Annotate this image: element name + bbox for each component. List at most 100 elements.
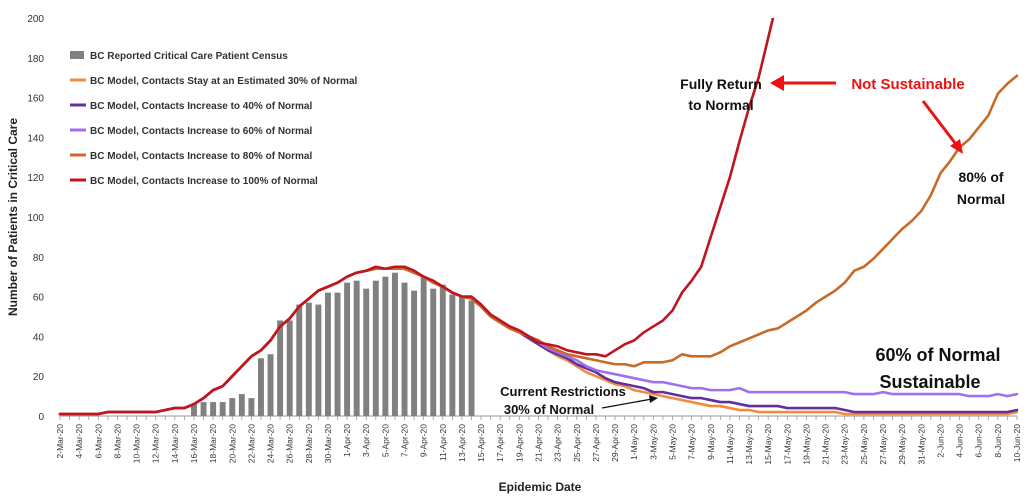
x-tick-label: 10-Mar-20 [132,424,142,463]
x-tick-label: 11-May-20 [725,424,735,464]
x-tick-label: 27-Apr-20 [591,424,601,462]
y-tick-label: 200 [27,14,44,25]
annotation-eighty-line1: 80% of [958,169,1003,185]
x-tick-label: 9-May-20 [706,424,716,460]
annotation-fully-return-line1: Fully Return [680,76,762,92]
y-tick-label: 120 [27,173,44,184]
x-tick-label: 23-May-20 [840,424,850,465]
x-tick-label: 25-Apr-20 [572,424,582,462]
x-tick-label: 15-May-20 [763,424,773,465]
annotation-fully-return-line2: to Normal [688,97,753,113]
annotation-eighty-line2: Normal [957,191,1005,207]
x-tick-label: 6-Jun-20 [974,424,984,458]
series-line-5 [58,18,775,416]
y-axis-title: Number of Patients in Critical Care [6,118,20,316]
x-tick-label: 3-Apr-20 [361,424,371,457]
census-bar [334,292,341,416]
x-tick-label: 9-Apr-20 [419,424,429,457]
census-bars [191,272,475,416]
legend-swatch-census [70,51,84,59]
x-tick-label: 6-Mar-20 [93,424,103,459]
x-tick-label: 2-Jun-20 [935,424,945,458]
x-tick-label: 29-May-20 [897,424,907,465]
x-tick-label: 23-Apr-20 [553,424,563,462]
census-bar [248,398,255,416]
x-tick-label: 19-May-20 [801,424,811,465]
annotation-sixty-line2: Sustainable [879,372,980,392]
x-tick-label: 31-May-20 [916,424,926,465]
y-tick-label: 20 [33,372,45,383]
x-tick-label: 3-May-20 [648,424,658,460]
x-tick-label: 10-Jun-20 [1012,424,1022,463]
x-tick-label: 2-Mar-20 [55,424,65,459]
legend-label-series-3: BC Model, Contacts Increase to 60% of No… [90,126,312,137]
y-tick-label: 140 [27,133,44,144]
census-bar [449,294,456,416]
x-tick-label: 21-Apr-20 [534,424,544,462]
x-tick-label: 25-May-20 [859,424,869,465]
census-bar [277,320,284,416]
census-bar [296,304,303,416]
census-bar [219,402,226,416]
x-tick-label: 1-Apr-20 [342,424,352,457]
y-tick-label: 80 [33,253,45,264]
x-tick-label: 5-May-20 [667,424,677,460]
x-tick-label: 11-Apr-20 [438,424,448,461]
x-tick-label: 13-May-20 [744,424,754,465]
legend-label-series-2: BC Model, Contacts Increase to 40% of No… [90,101,312,112]
x-tick-label: 14-Mar-20 [170,424,180,463]
x-tick-label: 26-Mar-20 [285,424,295,463]
x-tick-label: 8-Mar-20 [112,424,122,459]
y-tick-label: 0 [38,412,44,423]
x-tick-label: 7-May-20 [687,424,697,460]
census-bar [382,276,389,416]
y-tick-label: 160 [27,94,44,105]
census-bar [238,394,245,416]
model-lines [58,18,1019,416]
annotation-sixty-line1: 60% of Normal [875,345,1000,365]
x-tick-label: 18-Mar-20 [208,424,218,463]
census-bar [420,276,427,416]
x-tick-label: 16-Mar-20 [189,424,199,463]
legend-label-series-4: BC Model, Contacts Increase to 80% of No… [90,151,312,162]
x-tick-label: 1-May-20 [629,424,639,460]
x-tick-label: 27-May-20 [878,424,888,465]
census-bar [363,288,370,416]
census-bar [200,402,207,416]
x-tick-label: 17-May-20 [782,424,792,465]
x-axis-title: Epidemic Date [499,480,582,494]
annotation-current-line1: Current Restrictions [500,384,626,399]
census-bar [210,402,217,416]
x-axis: 2-Mar-20 4-Mar-20 6-Mar-20 8-Mar-20 10-Mar-2… [55,415,1022,465]
census-bar [353,280,360,416]
census-bar [468,300,475,416]
census-bar [324,292,331,416]
census-bar [458,296,465,416]
arrow-current-restrictions [601,395,658,409]
census-bar [286,320,293,416]
x-tick-label: 15-Apr-20 [476,424,486,462]
x-tick-label: 13-Apr-20 [457,424,467,462]
legend-label-series-5: BC Model, Contacts Increase to 100% of N… [90,176,318,187]
legend: BC Reported Critical Care Patient Census… [70,51,358,187]
census-bar [267,354,274,416]
x-tick-label: 19-Apr-20 [514,424,524,462]
census-bar [411,290,418,416]
census-bar [191,404,197,416]
x-tick-label: 20-Mar-20 [227,424,237,463]
x-tick-label: 22-Mar-20 [246,424,256,463]
y-axis: 0 20 40 60 80 100 120 140 160 180 200 [27,14,44,423]
census-bar [439,284,446,416]
census-bar [305,302,312,416]
census-bar [401,282,408,416]
x-tick-label: 21-May-20 [821,424,831,465]
y-tick-label: 40 [33,332,45,343]
x-tick-label: 28-Mar-20 [304,424,314,463]
x-tick-label: 8-Jun-20 [993,424,1003,458]
y-tick-label: 180 [27,54,44,65]
y-tick-label: 60 [33,293,45,304]
x-tick-label: 30-Mar-20 [323,424,333,463]
arrow-not-sustainable-left [770,75,836,91]
annotation-not-sustainable: Not Sustainable [851,76,964,93]
